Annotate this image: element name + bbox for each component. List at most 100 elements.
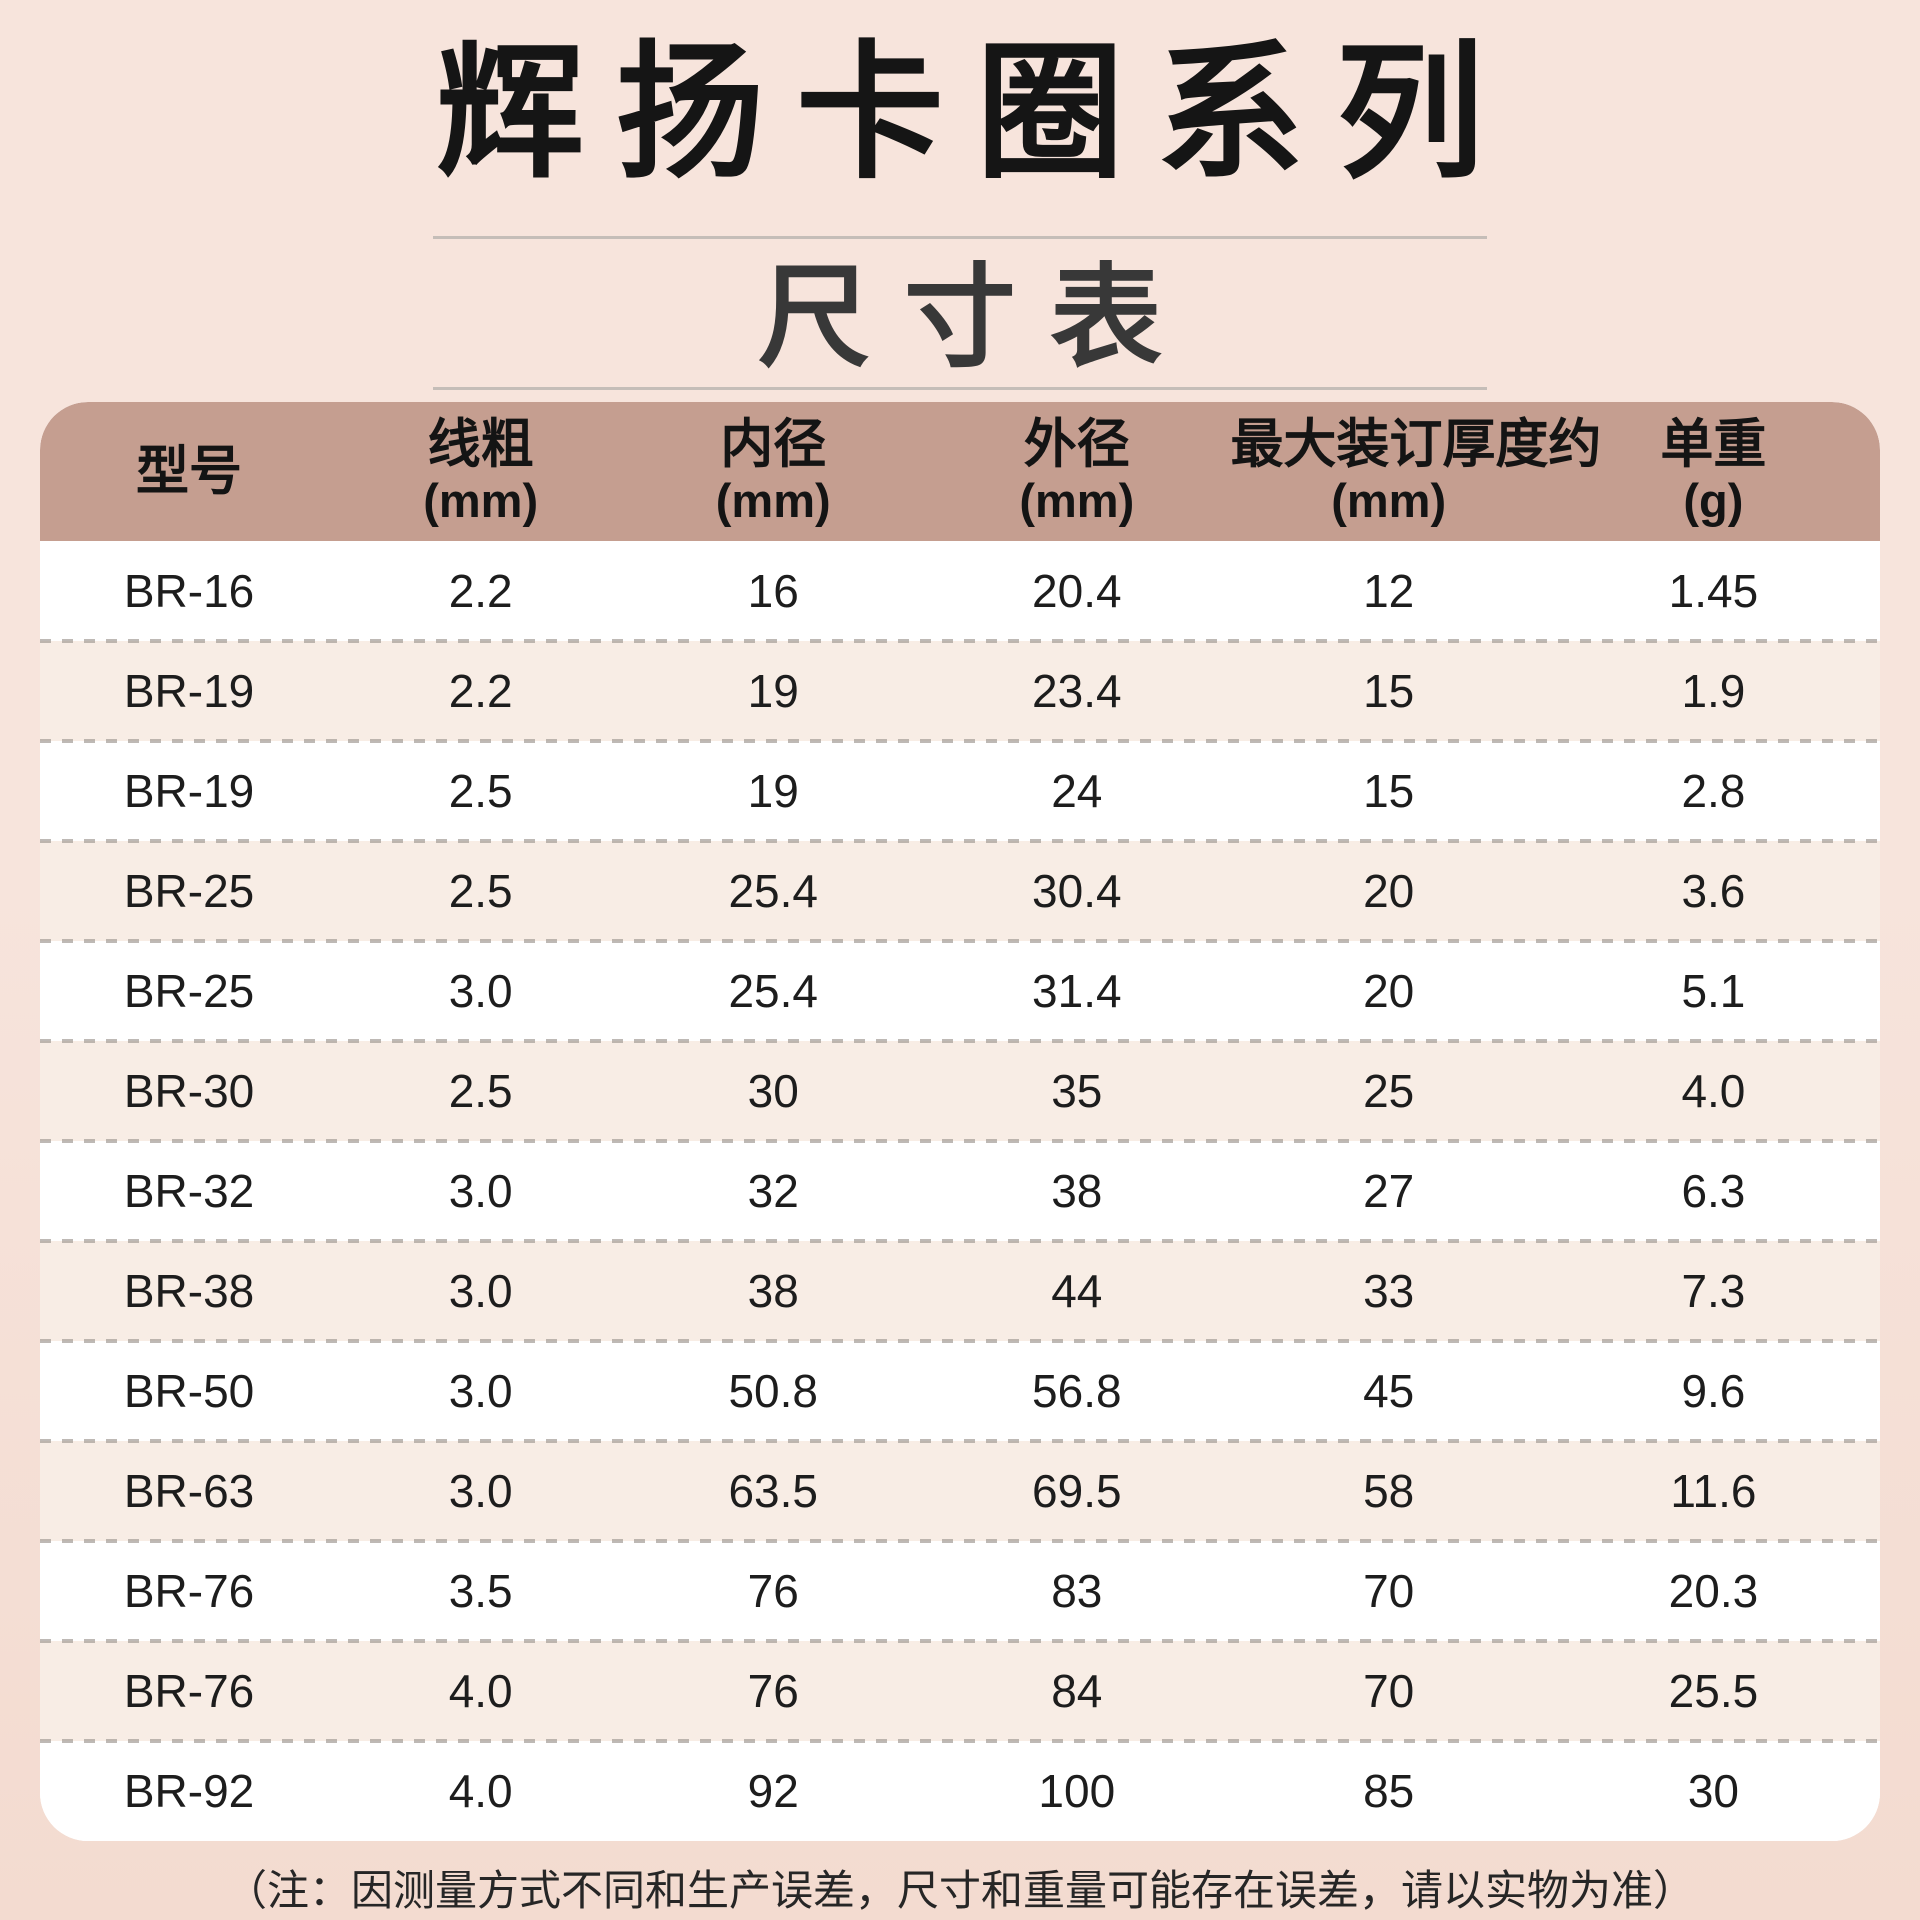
table-cell: 1.45: [1668, 565, 1759, 617]
column-header-3: 外径 (mm): [923, 415, 1230, 528]
page-title: 辉扬卡圈系列: [436, 31, 1516, 196]
table-cell: 6.3: [1681, 1165, 1746, 1217]
table-cell: 45: [1363, 1365, 1415, 1417]
table-cell: 70: [1363, 1565, 1415, 1617]
table-cell: BR-76: [123, 1565, 255, 1617]
table-cell: 76: [747, 1665, 799, 1717]
table-cell: BR-50: [123, 1365, 255, 1417]
column-unit: (g): [1683, 474, 1744, 527]
table-cell: 4.0: [1681, 1065, 1746, 1117]
table-cell: 84: [1051, 1665, 1103, 1717]
table-cell: BR-19: [123, 665, 255, 717]
table-cell: 63.5: [728, 1465, 818, 1517]
column-label: 型号: [136, 441, 243, 501]
table-cell: 23.4: [1032, 665, 1122, 717]
table-cell: 25: [1363, 1065, 1415, 1117]
table-cell: 32: [747, 1165, 799, 1217]
table-cell: 83: [1051, 1565, 1103, 1617]
table-cell: 2.5: [448, 865, 513, 917]
table-cell: 16: [747, 565, 799, 617]
column-label: 内径: [720, 415, 827, 474]
table-cell: 9.6: [1681, 1365, 1746, 1417]
title-divider-top: [433, 236, 1487, 239]
table-cell: 25.5: [1668, 1665, 1759, 1717]
page-subtitle: 尺寸表: [758, 255, 1196, 380]
table-cell: 4.0: [448, 1665, 513, 1717]
table-cell: 30.4: [1032, 865, 1122, 917]
table-cell: 31.4: [1032, 965, 1122, 1017]
column-label: 最大装订厚度约: [1230, 415, 1602, 474]
column-unit: (mm): [1019, 474, 1135, 527]
table-cell: 20: [1363, 865, 1415, 917]
table-cell: 15: [1363, 665, 1415, 717]
table-cell: 25.4: [728, 965, 818, 1017]
column-label: 线粗: [427, 415, 534, 474]
table-cell: 15: [1363, 765, 1415, 817]
column-unit: (mm): [715, 474, 831, 527]
table-row: BR-19 2.2 19 23.4 15 1.9: [40, 639, 1880, 741]
table-cell: 3.0: [448, 1265, 513, 1317]
table-row: BR-19 2.5 19 24 15 2.8: [40, 739, 1880, 841]
table-cell: 35: [1051, 1065, 1103, 1117]
table-row: BR-50 3.0 50.8 56.8 45 9.6: [40, 1339, 1880, 1441]
column-unit: (mm): [423, 474, 539, 527]
table-cell: 19: [747, 765, 799, 817]
table-row: BR-63 3.0 63.5 69.5 58 11.6: [40, 1439, 1880, 1541]
table-cell: 56.8: [1032, 1365, 1122, 1417]
table-cell: 3.0: [448, 1165, 513, 1217]
table-cell: 69.5: [1032, 1465, 1122, 1517]
column-header-2: 内径 (mm): [623, 415, 923, 528]
table-cell: 100: [1038, 1765, 1116, 1817]
column-label: 外径: [1023, 415, 1130, 474]
table-cell: 12: [1363, 565, 1415, 617]
column-header-4: 最大装订厚度约 (mm): [1230, 415, 1602, 528]
footnote: （注：因测量方式不同和生产误差，尺寸和重量可能存在误差，请以实物为准）: [224, 1867, 1695, 1914]
table-cell: 30: [747, 1065, 799, 1117]
table-cell: 30: [1687, 1765, 1739, 1817]
column-header-1: 线粗 (mm): [338, 415, 623, 528]
table-cell: 20.4: [1032, 565, 1122, 617]
table-cell: 38: [1051, 1165, 1103, 1217]
table-row: BR-16 2.2 16 20.4 12 1.45: [40, 541, 1880, 641]
table-cell: BR-92: [123, 1765, 255, 1817]
table-row: BR-25 3.0 25.4 31.4 20 5.1: [40, 939, 1880, 1041]
table-cell: 3.0: [448, 965, 513, 1017]
table-cell: BR-32: [123, 1165, 255, 1217]
table-cell: 2.8: [1681, 765, 1746, 817]
table-cell: 85: [1363, 1765, 1415, 1817]
table-cell: BR-25: [123, 865, 255, 917]
table-cell: 92: [747, 1765, 799, 1817]
table-cell: 3.0: [448, 1365, 513, 1417]
table-row: BR-30 2.5 30 35 25 4.0: [40, 1039, 1880, 1141]
table-cell: 7.3: [1681, 1265, 1746, 1317]
table-cell: BR-38: [123, 1265, 255, 1317]
title-divider-bottom: [433, 387, 1487, 390]
table-cell: BR-76: [123, 1665, 255, 1717]
table-cell: BR-30: [123, 1065, 255, 1117]
table-row: BR-76 4.0 76 84 70 25.5: [40, 1639, 1880, 1741]
table-cell: 58: [1363, 1465, 1415, 1517]
table-cell: 20: [1363, 965, 1415, 1017]
table-cell: 11.6: [1670, 1465, 1757, 1517]
table-row: BR-25 2.5 25.4 30.4 20 3.6: [40, 839, 1880, 941]
table-cell: 3.5: [448, 1565, 513, 1617]
table-cell: 19: [747, 665, 799, 717]
table-cell: 44: [1051, 1265, 1103, 1317]
table-row: BR-38 3.0 38 44 33 7.3: [40, 1239, 1880, 1341]
table-cell: 25.4: [728, 865, 818, 917]
column-label: 单重: [1660, 415, 1767, 474]
table-row: BR-92 4.0 92 100 85 30: [40, 1739, 1880, 1841]
table-cell: 1.9: [1681, 665, 1746, 717]
table-cell: 24: [1051, 765, 1103, 817]
table-cell: 20.3: [1668, 1565, 1759, 1617]
table-cell: 2.5: [448, 1065, 513, 1117]
table-cell: 3.6: [1681, 865, 1746, 917]
table-body: BR-16 2.2 16 20.4 12 1.45 BR-19 2.2 19 23.4 15 1.9 B…: [40, 541, 1880, 1841]
table-cell: 2.5: [448, 765, 513, 817]
table-cell: BR-19: [123, 765, 255, 817]
table-cell: 5.1: [1681, 965, 1746, 1017]
table-cell: BR-63: [123, 1465, 255, 1517]
table-cell: 38: [747, 1265, 799, 1317]
table-row: BR-32 3.0 32 38 27 6.3: [40, 1139, 1880, 1241]
